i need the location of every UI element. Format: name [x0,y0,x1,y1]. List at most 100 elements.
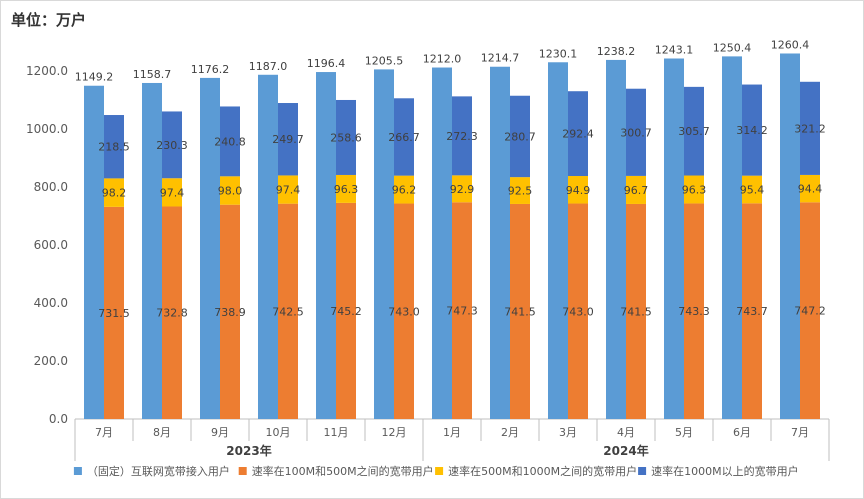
y-tick-label: 1000.0 [26,122,68,136]
x-tick-label: 7月 [95,426,113,439]
data-label-stack: 280.7 [504,130,536,143]
data-label-total: 1250.4 [713,41,752,54]
bar-total [84,85,104,420]
bar-stack-segment [162,111,182,179]
data-label-total: 1176.2 [191,63,230,76]
x-tick-label: 10月 [266,426,291,439]
bar-total [432,67,452,420]
year-group-label: 2023年 [226,443,271,458]
x-tick-label: 3月 [559,426,577,439]
bar-total [722,56,742,419]
data-label-stack: 747.2 [794,305,826,318]
axes: 0.0 200.0 400.0 600.0 800.0 1000.0 1200.0 7月 8月 9… [26,64,830,461]
data-label-total: 1205.5 [365,54,404,67]
y-tick-label: 800.0 [34,180,68,194]
data-label-total: 1196.4 [307,57,346,70]
data-label-stack: 218.5 [98,141,130,154]
y-tick-label: 0.0 [49,412,68,426]
bars [84,53,820,420]
data-label-total: 1238.2 [597,45,636,58]
data-label-stack: 94.4 [798,183,823,196]
data-label-stack: 266.7 [388,131,420,144]
data-label-stack: 321.2 [794,122,826,135]
bar-stack-segment [278,103,298,176]
bar-stack-segment [626,88,646,176]
bar-stack-segment [278,175,298,204]
bar-stack-segment [104,206,124,419]
bar-stack-segment [800,81,820,175]
bar-total [664,58,684,419]
y-tick-label: 1200.0 [26,64,68,78]
bar-stack-segment [510,177,530,204]
bar-stack-segment [742,203,762,419]
data-label-stack: 272.3 [446,130,478,143]
bar-stack-segment [162,206,182,419]
bar-stack-segment [568,203,588,419]
bar-stack-segment [278,203,298,419]
bar-stack-segment [684,203,704,419]
data-label-stack: 743.0 [562,305,594,318]
bar-total [606,59,626,420]
data-label-total: 1260.4 [771,38,810,51]
legend-label: （固定）互联网宽带接入用户 [87,464,230,478]
bar-total [142,82,162,420]
bar-stack-segment [394,203,414,419]
bar-stack-segment [452,202,472,419]
data-label-stack: 96.7 [624,184,649,197]
data-label-stack: 738.9 [214,306,246,319]
data-label-stack: 92.9 [450,183,475,196]
y-tick-label: 200.0 [34,354,68,368]
x-tick-label: 8月 [153,426,171,439]
bar-stack-segment [336,99,356,175]
data-label-stack: 292.4 [562,128,594,141]
data-label-stack: 97.4 [160,186,185,199]
data-label-total: 1187.0 [249,60,288,73]
data-label-stack: 300.7 [620,126,652,139]
data-label-total: 1230.1 [539,47,578,60]
bar-stack-segment [742,175,762,204]
data-label-total: 1243.1 [655,44,694,57]
x-tick-label: 6月 [733,426,751,439]
legend-swatch [435,467,444,475]
bar-stack-segment [220,106,240,177]
bar-stack-segment [336,174,356,203]
bar-stack-segment [510,203,530,419]
data-label-stack: 731.5 [98,307,130,320]
bar-stack-segment [684,86,704,176]
data-label-stack: 743.0 [388,305,420,318]
bar-stack-segment [626,175,646,204]
bar-stack-segment [104,178,124,207]
legend-swatch [238,467,247,475]
legend: （固定）互联网宽带接入用户 速率在100M和500M之间的宽带用户 速率在500M和… [73,464,799,478]
data-label-stack: 96.3 [334,183,359,196]
bar-total [316,72,336,419]
bar-stack-segment [568,176,588,204]
data-label-stack: 92.5 [508,185,533,198]
bar-total [780,53,800,419]
data-label-total: 1158.7 [133,68,172,81]
data-label-stack: 747.3 [446,305,478,318]
data-label-stack: 96.2 [392,184,417,197]
data-label-stack: 258.6 [330,131,362,144]
bar-stack-segment [800,202,820,419]
legend-label: 速率在1000M以上的宽带用户 [651,464,798,478]
data-labels: 1149.2 731.5 98.2 218.5 1158.7 732.8 97.4 230.3… [75,38,826,319]
x-tick-label: 12月 [382,426,407,439]
data-label-stack: 742.5 [272,305,304,318]
data-label-stack: 305.7 [678,125,710,138]
bar-stack-segment [394,175,414,204]
data-label-stack: 240.8 [214,135,246,148]
bar-stack-segment [452,175,472,203]
data-label-stack: 96.3 [682,183,707,196]
bar-stack-segment [220,176,240,205]
legend-swatch [73,467,82,475]
data-label-stack: 95.4 [740,183,765,196]
data-label-stack: 743.3 [678,305,710,318]
bar-stack-segment [220,204,240,419]
bar-total [548,62,568,420]
bar-stack-segment [394,98,414,176]
data-label-stack: 97.4 [276,184,301,197]
bar-stack-segment [510,95,530,178]
legend-swatch [638,467,647,475]
data-label-stack: 741.5 [504,305,536,318]
